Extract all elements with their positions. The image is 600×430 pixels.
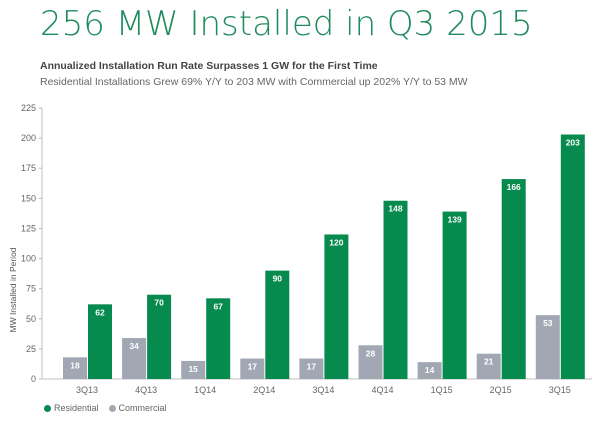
bar-residential — [265, 270, 290, 379]
residential-swatch — [44, 404, 51, 412]
bar-label-commercial: 15 — [188, 364, 198, 374]
x-tick-label: 4Q14 — [371, 385, 393, 395]
bar-residential — [560, 134, 585, 379]
y-tick-label: 225 — [21, 103, 36, 113]
bar-residential — [88, 304, 112, 379]
bar-label-commercial: 18 — [70, 360, 80, 370]
bar-label-residential: 90 — [273, 274, 283, 284]
y-tick-label: 25 — [26, 344, 36, 354]
x-tick-label: 2Q14 — [253, 385, 275, 395]
bar-commercial — [476, 353, 501, 379]
x-tick-label: 3Q13 — [76, 385, 98, 395]
bar-label-residential: 166 — [507, 182, 521, 192]
bar-commercial — [358, 345, 383, 379]
bar-label-residential: 203 — [566, 137, 580, 147]
y-tick-label: 125 — [21, 223, 36, 233]
y-tick-label: 150 — [21, 193, 36, 203]
y-tick-label: 50 — [26, 314, 36, 324]
y-tick-label: 100 — [21, 254, 36, 264]
bar-label-commercial: 14 — [425, 365, 435, 375]
bar-commercial — [122, 338, 147, 379]
x-tick-label: 4Q13 — [135, 385, 157, 395]
x-tick-label: 3Q15 — [549, 385, 571, 395]
bar-commercial — [299, 358, 324, 379]
bar-label-residential: 120 — [329, 237, 343, 247]
page-title: 256 MW Installed in Q3 2015 — [40, 4, 533, 44]
chart-description: Residential Installations Grew 69% Y/Y t… — [40, 76, 468, 88]
y-axis-label: MW Installed in Period — [8, 247, 18, 332]
bar-label-residential: 67 — [213, 301, 223, 311]
bar-residential — [206, 298, 231, 379]
bars: 18 62 34 70 15 67 17 90 17 120 28 148 14 139 21 166 53 20… — [63, 134, 585, 379]
bar-residential — [147, 294, 172, 379]
legend-label-residential: Residential — [54, 403, 99, 413]
bar-commercial — [63, 357, 87, 379]
y-tick-label: 200 — [21, 133, 36, 143]
legend-label-commercial: Commercial — [118, 403, 167, 413]
bar-label-commercial: 28 — [366, 348, 376, 358]
y-tick-label: 175 — [21, 163, 36, 173]
bar-residential — [442, 211, 467, 379]
legend-item-commercial: Commercial — [108, 403, 167, 413]
x-tick-label: 2Q15 — [490, 385, 512, 395]
bar-label-residential: 139 — [448, 215, 462, 225]
commercial-swatch — [108, 404, 116, 412]
legend: Residential Commercial — [44, 403, 167, 413]
bar-label-commercial: 53 — [543, 318, 553, 328]
chart-subtitle: Annualized Installation Run Rate Surpass… — [40, 60, 378, 72]
bar-residential — [501, 179, 526, 379]
x-axis: 3Q13 4Q13 1Q14 2Q14 3Q14 4Q14 1Q15 2Q15 3Q15 — [76, 385, 571, 395]
bar-label-residential: 62 — [95, 307, 105, 317]
bar-commercial — [417, 362, 442, 379]
legend-item-residential: Residential — [44, 403, 99, 413]
y-tick-label: 0 — [31, 374, 36, 384]
x-tick-label: 1Q15 — [431, 385, 453, 395]
bar-commercial — [181, 360, 206, 379]
y-tick-label: 75 — [26, 284, 36, 294]
bar-residential — [324, 234, 349, 379]
x-tick-label: 3Q14 — [312, 385, 334, 395]
x-tick-label: 1Q14 — [194, 385, 216, 395]
bar-label-residential: 148 — [388, 204, 402, 214]
bar-label-commercial: 17 — [248, 362, 258, 372]
bar-commercial — [535, 315, 560, 379]
bar-label-commercial: 34 — [129, 341, 139, 351]
bar-label-commercial: 17 — [307, 362, 317, 372]
bar-label-residential: 70 — [154, 298, 164, 308]
bar-label-commercial: 21 — [484, 357, 494, 367]
bar-residential — [383, 200, 408, 379]
bar-commercial — [240, 358, 265, 379]
